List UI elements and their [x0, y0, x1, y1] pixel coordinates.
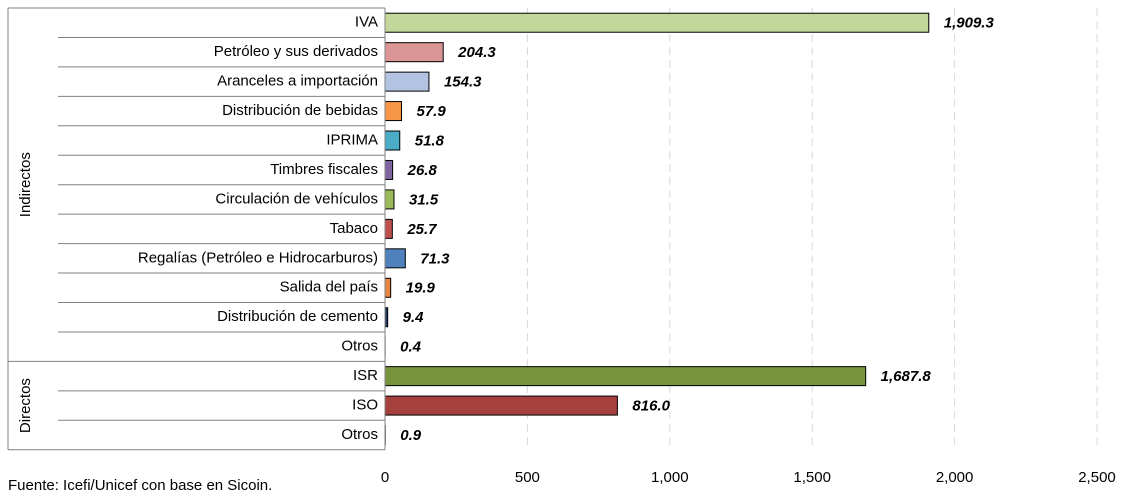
category-label: Circulación de vehículos: [215, 190, 378, 207]
group-label: Directos: [17, 378, 34, 433]
x-tick-label: 500: [515, 469, 540, 486]
value-label: 19.9: [406, 280, 436, 297]
x-tick-label: 1,500: [793, 469, 831, 486]
source-note: Fuente: Icefi/Unicef con base en Sicoin.: [8, 477, 272, 494]
category-label: Timbres fiscales: [270, 161, 378, 178]
bar: [384, 189, 395, 210]
bar: [384, 366, 867, 387]
x-tick-label: 2,000: [936, 469, 974, 486]
category-label: Otros: [341, 338, 378, 355]
category-label: Otros: [341, 426, 378, 443]
bar: [384, 277, 392, 298]
category-label: Distribución de cemento: [217, 308, 378, 325]
bar: [384, 71, 430, 92]
value-label: 25.7: [406, 221, 437, 238]
value-label: 1,909.3: [944, 15, 995, 32]
category-label: Aranceles a importación: [217, 73, 378, 90]
bar: [384, 101, 402, 122]
x-tick-label: 0: [381, 469, 389, 486]
bar: [384, 395, 618, 416]
value-label: 204.3: [457, 44, 496, 61]
value-label: 1,687.8: [881, 368, 932, 385]
value-label: 154.3: [444, 74, 482, 91]
category-label: Salida del país: [280, 279, 378, 296]
value-label: 0.4: [400, 339, 422, 356]
bar: [384, 12, 930, 33]
category-label: Tabaco: [330, 220, 378, 237]
x-tick-label: 1,000: [651, 469, 689, 486]
value-label: 816.0: [632, 398, 670, 415]
bar: [384, 130, 401, 151]
category-label: ISO: [352, 397, 378, 414]
x-tick-label: 2,500: [1078, 469, 1116, 486]
category-label: IVA: [355, 14, 378, 31]
bar: [384, 159, 394, 180]
value-label: 71.3: [420, 250, 450, 267]
value-label: 26.8: [407, 162, 438, 179]
value-label: 0.9: [400, 427, 422, 444]
bar: [384, 42, 444, 63]
value-label: 57.9: [416, 103, 446, 120]
category-label: Petróleo y sus derivados: [214, 43, 378, 60]
bar: [384, 218, 393, 239]
category-label: IPRIMA: [326, 131, 378, 148]
category-label: Regalías (Petróleo e Hidrocarburos): [138, 249, 378, 266]
group-label: Indirectos: [17, 152, 34, 217]
value-label: 51.8: [415, 132, 445, 149]
value-label: 9.4: [403, 309, 425, 326]
category-label: Distribución de bebidas: [222, 102, 378, 119]
category-label: ISR: [353, 367, 378, 384]
value-label: 31.5: [409, 191, 439, 208]
bar: [384, 248, 406, 269]
